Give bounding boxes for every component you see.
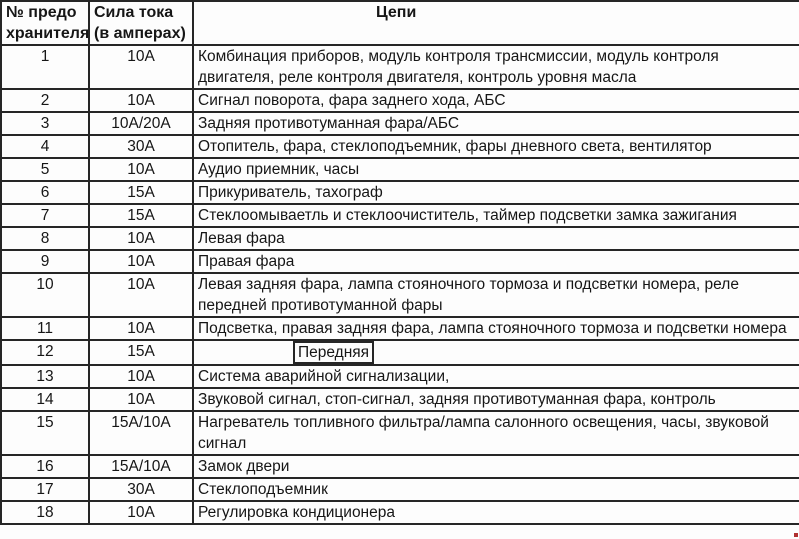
circuit-cell: Регулировка кондиционера bbox=[192, 500, 799, 525]
table-row: 10 10A Левая задняя фара, лампа стояночн… bbox=[0, 272, 799, 318]
amperage-cell: 10A bbox=[88, 316, 194, 341]
fuse-number-cell: 18 bbox=[0, 500, 90, 525]
header-fuse-number: № предо хранителя bbox=[0, 0, 90, 46]
amperage-cell: 15A bbox=[88, 339, 194, 366]
fuse-number-cell: 11 bbox=[0, 316, 90, 341]
amperage-cell: 10A bbox=[88, 364, 194, 389]
circuit-cell: Сигнал поворота, фара заднего хода, АБС bbox=[192, 88, 799, 113]
table-row: 2 10A Сигнал поворота, фара заднего хода… bbox=[0, 88, 799, 113]
fuse-number-cell: 1 bbox=[0, 44, 90, 90]
fuse-number-cell: 9 bbox=[0, 249, 90, 274]
circuit-cell: Стеклоомываетль и стеклоочиститель, тайм… bbox=[192, 203, 799, 228]
table-row: 11 10A Подсветка, правая задняя фара, ла… bbox=[0, 316, 799, 341]
fuse-table: № предо хранителя Сила тока (в амперах) … bbox=[0, 0, 799, 525]
table-row: 12 15A Передняя bbox=[0, 339, 799, 366]
table-row: 1 10A Комбинация приборов, модуль контро… bbox=[0, 44, 799, 90]
fuse-number-cell: 15 bbox=[0, 410, 90, 456]
fuse-number-cell: 6 bbox=[0, 180, 90, 205]
circuit-cell: Аудио приемник, часы bbox=[192, 157, 799, 182]
amperage-cell: 15A/10A bbox=[88, 410, 194, 456]
table-row: 4 30A Отопитель, фара, стеклоподъемник, … bbox=[0, 134, 799, 159]
circuit-cell: Передняя bbox=[192, 339, 799, 366]
table-row: 13 10A Система аварийной сигнализации, bbox=[0, 364, 799, 389]
amperage-cell: 10A/20A bbox=[88, 111, 194, 136]
table-row: 18 10A Регулировка кондиционера bbox=[0, 500, 799, 525]
amperage-cell: 15A bbox=[88, 180, 194, 205]
amperage-cell: 30A bbox=[88, 134, 194, 159]
amperage-cell: 15A bbox=[88, 203, 194, 228]
amperage-cell: 10A bbox=[88, 157, 194, 182]
circuit-cell: Звуковой сигнал, стоп-сигнал, задняя про… bbox=[192, 387, 799, 412]
table-row: 15 15A/10A Нагреватель топливного фильтр… bbox=[0, 410, 799, 456]
table-row: 8 10A Левая фара bbox=[0, 226, 799, 251]
amperage-cell: 10A bbox=[88, 226, 194, 251]
table-row: 5 10A Аудио приемник, часы bbox=[0, 157, 799, 182]
fuse-number-cell: 14 bbox=[0, 387, 90, 412]
circuit-cell: Нагреватель топливного фильтра/лампа сал… bbox=[192, 410, 799, 456]
circuit-cell: Отопитель, фара, стеклоподъемник, фары д… bbox=[192, 134, 799, 159]
fuse-number-cell: 3 bbox=[0, 111, 90, 136]
table-row: 3 10A/20A Задняя противотуманная фара/АБ… bbox=[0, 111, 799, 136]
red-marker bbox=[794, 533, 798, 537]
front-label-box: Передняя bbox=[293, 342, 375, 363]
header-row: № предо хранителя Сила тока (в амперах) … bbox=[0, 0, 799, 46]
table-row: 6 15A Прикуриватель, тахограф bbox=[0, 180, 799, 205]
fuse-number-cell: 5 bbox=[0, 157, 90, 182]
amperage-cell: 10A bbox=[88, 44, 194, 90]
fuse-number-cell: 16 bbox=[0, 454, 90, 479]
circuit-cell: Замок двери bbox=[192, 454, 799, 479]
amperage-cell: 10A bbox=[88, 249, 194, 274]
fuse-number-cell: 12 bbox=[0, 339, 90, 366]
circuit-cell: Комбинация приборов, модуль контроля тра… bbox=[192, 44, 799, 90]
fuse-number-cell: 2 bbox=[0, 88, 90, 113]
circuit-cell: Задняя противотуманная фара/АБС bbox=[192, 111, 799, 136]
amperage-cell: 30A bbox=[88, 477, 194, 502]
fuse-number-cell: 17 bbox=[0, 477, 90, 502]
fuse-number-cell: 13 bbox=[0, 364, 90, 389]
amperage-cell: 15A/10A bbox=[88, 454, 194, 479]
table-row: 7 15A Стеклоомываетль и стеклоочиститель… bbox=[0, 203, 799, 228]
circuit-cell: Стеклоподъемник bbox=[192, 477, 799, 502]
circuit-cell: Подсветка, правая задняя фара, лампа сто… bbox=[192, 316, 799, 341]
amperage-cell: 10A bbox=[88, 500, 194, 525]
circuit-cell: Система аварийной сигнализации, bbox=[192, 364, 799, 389]
table-row: 14 10A Звуковой сигнал, стоп-сигнал, зад… bbox=[0, 387, 799, 412]
table-row: 17 30A Стеклоподъемник bbox=[0, 477, 799, 502]
amperage-cell: 10A bbox=[88, 272, 194, 318]
circuit-cell: Прикуриватель, тахограф bbox=[192, 180, 799, 205]
amperage-cell: 10A bbox=[88, 387, 194, 412]
circuit-cell: Левая фара bbox=[192, 226, 799, 251]
amperage-cell: 10A bbox=[88, 88, 194, 113]
table-row: 9 10A Правая фара bbox=[0, 249, 799, 274]
fuse-number-cell: 10 bbox=[0, 272, 90, 318]
fuse-number-cell: 7 bbox=[0, 203, 90, 228]
table-row: 16 15A/10A Замок двери bbox=[0, 454, 799, 479]
circuit-cell: Правая фара bbox=[192, 249, 799, 274]
header-amperage: Сила тока (в амперах) bbox=[88, 0, 194, 46]
circuit-cell: Левая задняя фара, лампа стояночного тор… bbox=[192, 272, 799, 318]
header-circuits: Цепи bbox=[192, 0, 799, 46]
fuse-number-cell: 8 bbox=[0, 226, 90, 251]
fuse-number-cell: 4 bbox=[0, 134, 90, 159]
